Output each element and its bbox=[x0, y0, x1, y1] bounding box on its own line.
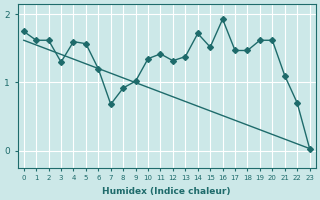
X-axis label: Humidex (Indice chaleur): Humidex (Indice chaleur) bbox=[102, 187, 231, 196]
